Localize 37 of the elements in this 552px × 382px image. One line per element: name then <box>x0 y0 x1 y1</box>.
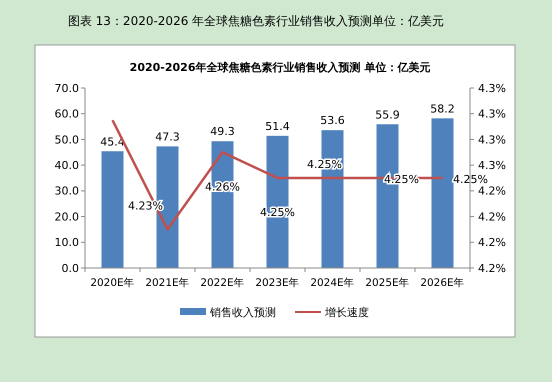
y-tick-label: 40.0 <box>54 158 79 172</box>
y2-tick-label: 4.2% <box>478 184 506 198</box>
data-label: 4.25% <box>384 173 419 186</box>
x-tick-label: 2025E年 <box>365 277 410 289</box>
x-tick-label: 2020E年 <box>90 277 135 289</box>
chart-subtitle: 2020-2026年全球焦糖色素行业销售收入预测 单位：亿美元 <box>130 61 430 74</box>
bar <box>432 118 454 268</box>
legend-label: 销售收入预测 <box>209 306 276 319</box>
bar <box>102 151 124 268</box>
y-tick-label: 0.0 <box>62 262 79 275</box>
y2-tick-label: 4.2% <box>478 236 506 250</box>
x-tick-label: 2021E年 <box>145 277 190 289</box>
y2-tick-label: 4.3% <box>478 133 506 146</box>
y-tick-label: 70.0 <box>54 82 79 95</box>
data-label: 55.9 <box>375 108 400 122</box>
y-tick-label: 60.0 <box>54 108 79 121</box>
y-tick-label: 50.0 <box>54 133 79 146</box>
y-tick-label: 10.0 <box>54 236 79 250</box>
y-tick-label: 20.0 <box>54 210 79 224</box>
x-tick-label: 2024E年 <box>310 277 355 289</box>
y2-tick-label: 4.3% <box>478 82 506 95</box>
legend-label: 增长速度 <box>324 306 369 319</box>
chart-title: 图表 13：2020-2026 年全球焦糖色素行业销售收入预测单位：亿美元 <box>68 14 444 28</box>
x-tick-label: 2026E年 <box>420 277 465 289</box>
data-label: 53.6 <box>320 114 345 128</box>
data-label: 4.25% <box>453 173 488 186</box>
x-tick-label: 2023E年 <box>255 277 300 289</box>
data-label: 58.2 <box>430 102 455 116</box>
data-label: 47.3 <box>155 130 180 144</box>
y2-tick-label: 4.3% <box>478 108 506 121</box>
x-tick-label: 2022E年 <box>200 277 245 289</box>
y-tick-label: 30.0 <box>54 184 79 198</box>
y2-tick-label: 4.2% <box>478 262 506 275</box>
data-label: 49.3 <box>210 125 235 138</box>
data-label: 51.4 <box>265 120 290 133</box>
y2-tick-label: 4.3% <box>478 158 506 172</box>
y2-tick-label: 4.2% <box>478 210 506 224</box>
